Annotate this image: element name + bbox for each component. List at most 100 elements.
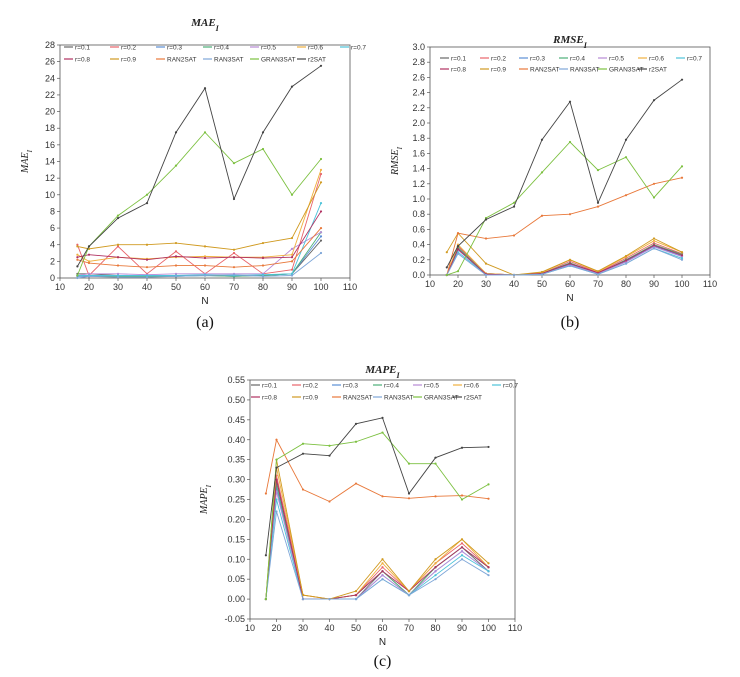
data-point-RAN3SAT: [87, 275, 91, 278]
data-point-GRAN3SAT: [445, 273, 448, 277]
y-tick-label: 0.55: [227, 375, 245, 385]
data-point-r=0.9: [116, 243, 120, 246]
data-point-r2SAT: [381, 416, 384, 419]
y-tick-label: 2.4: [412, 88, 425, 98]
data-point-r=0.6: [203, 255, 207, 258]
x-tick-label: 90: [287, 282, 297, 292]
series-line-r=0.9: [265, 459, 489, 600]
data-point-r2SAT: [261, 131, 265, 134]
data-point-GRAN3SAT: [203, 131, 207, 134]
data-point-GRAN3SAT: [145, 193, 149, 196]
x-tick-label: 60: [377, 623, 387, 633]
data-point-r=0.2: [116, 245, 120, 248]
data-point-GRAN3SAT: [76, 274, 79, 277]
legend-label: r=0.4: [214, 44, 229, 51]
data-point-RAN2SAT: [232, 266, 236, 269]
y-tick-label: 20: [45, 107, 55, 117]
x-axis-label: N: [566, 293, 573, 304]
data-point-r=0.9: [487, 562, 490, 565]
data-point-r=0.5: [174, 272, 178, 275]
series-line-r=0.5: [265, 491, 489, 600]
data-point-r=0.9: [174, 241, 178, 245]
data-point-RAN3SAT: [381, 578, 384, 581]
x-tick-label: 100: [481, 623, 496, 633]
data-point-RAN2SAT: [596, 205, 600, 208]
legend-label: r=0.4: [570, 55, 585, 62]
legend-label: r=0.1: [451, 55, 466, 62]
data-point-GRAN3SAT: [381, 431, 384, 434]
data-point-RAN2SAT: [568, 213, 572, 216]
data-point-GRAN3SAT: [319, 157, 323, 161]
y-tick-label: 0.6: [412, 224, 425, 234]
data-point-RAN2SAT: [434, 495, 437, 498]
y-tick-label: 2.6: [412, 72, 425, 82]
series-line-RAN3SAT: [265, 511, 489, 600]
data-point-r=0.7: [487, 570, 490, 573]
data-point-r2SAT: [354, 422, 358, 425]
y-axis-label-main: MAPE: [199, 487, 210, 515]
data-point-r=0.2: [460, 542, 464, 545]
data-point-r=0.7: [145, 274, 149, 277]
data-point-RAN3SAT: [652, 247, 656, 250]
y-tick-label: 2.2: [412, 103, 425, 113]
data-point-RAN2SAT: [484, 237, 488, 240]
data-point-r=0.8: [434, 566, 437, 569]
panel-label: (c): [374, 653, 392, 670]
y-tick-label: 16: [45, 140, 55, 150]
data-point-RAN3SAT: [680, 258, 684, 261]
data-point-r=0.5: [460, 550, 464, 553]
data-point-RAN3SAT: [328, 597, 331, 601]
data-point-GRAN3SAT: [301, 442, 305, 445]
y-axis-label: MAEI: [20, 149, 34, 174]
data-point-r2SAT: [203, 87, 207, 90]
series-line-r=0.8: [446, 244, 683, 276]
y-axis-label-sub: I: [205, 484, 213, 488]
data-point-r=0.9: [652, 237, 656, 240]
data-point-RAN3SAT: [116, 276, 120, 279]
data-point-GRAN3SAT: [354, 440, 358, 443]
legend-label: r=0.5: [609, 55, 624, 62]
y-tick-label: 0.45: [227, 415, 245, 425]
y-tick-label: 0.50: [227, 395, 245, 405]
legend-label: r=0.5: [261, 44, 276, 51]
data-point-RAN3SAT: [568, 264, 572, 267]
data-point-r=0.9: [145, 243, 149, 246]
data-point-r=0.1: [319, 239, 323, 242]
data-point-RAN3SAT: [232, 273, 236, 276]
data-point-r=0.9: [445, 251, 448, 254]
data-point-RAN2SAT: [407, 497, 411, 500]
y-tick-label: 0.35: [227, 455, 245, 465]
data-point-r2SAT: [301, 452, 305, 455]
data-point-r=0.7: [261, 273, 265, 276]
legend-label: r=0.3: [167, 44, 182, 51]
series-line-r=0.9: [446, 232, 683, 276]
x-tick-label: 70: [593, 279, 603, 289]
data-point-r=0.7: [460, 554, 464, 557]
data-point-r2SAT: [319, 64, 323, 67]
legend-label: GRAN3SAT: [424, 394, 459, 401]
legend-label: r=0.8: [451, 66, 466, 73]
series-line-r=0.5: [77, 231, 322, 276]
data-point-r=0.6: [319, 168, 323, 171]
legend-label: r=0.5: [424, 382, 439, 389]
data-point-GRAN3SAT: [680, 165, 684, 168]
data-point-RAN2SAT: [76, 258, 79, 261]
data-point-r=0.8: [145, 258, 149, 261]
data-point-r=0.8: [568, 262, 572, 265]
x-tick-label: 20: [271, 623, 281, 633]
data-point-r=0.7: [275, 498, 278, 501]
data-point-GRAN3SAT: [116, 214, 120, 217]
data-point-r=0.5: [87, 272, 91, 275]
y-tick-label: 0.8: [412, 209, 425, 219]
chart-title: RMSEI: [552, 34, 588, 50]
data-point-RAN2SAT: [540, 214, 544, 217]
panel-label: (b): [561, 314, 580, 331]
series-line-r=0.7: [77, 202, 322, 276]
legend-label: r=0.6: [464, 382, 479, 389]
data-point-GRAN3SAT: [434, 462, 437, 465]
data-point-RAN3SAT: [540, 273, 544, 276]
data-point-GRAN3SAT: [460, 498, 464, 501]
chart-title-sub: I: [215, 24, 220, 33]
series-line-RAN2SAT: [265, 438, 489, 503]
